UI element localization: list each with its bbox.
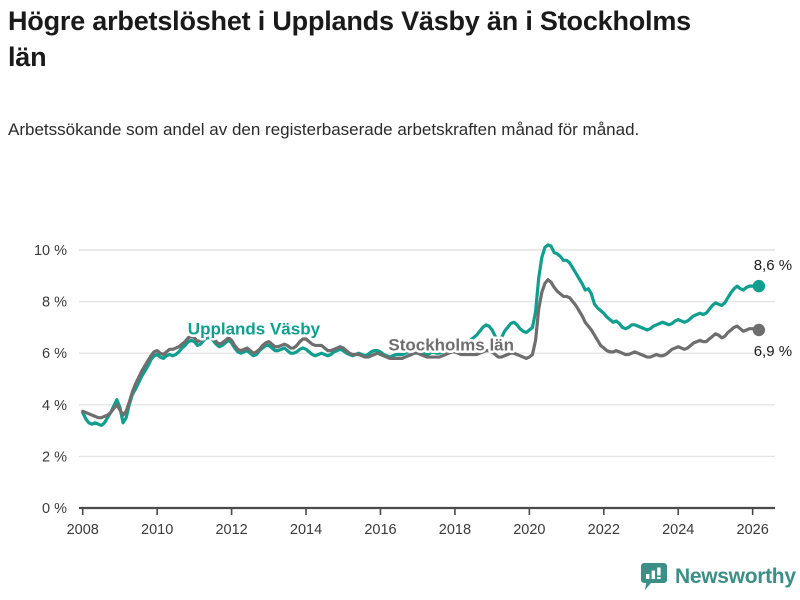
x-axis-tick-label: 2012 <box>215 522 247 537</box>
series-line-2 <box>81 278 761 420</box>
bar-chart-bubble-icon <box>641 563 667 591</box>
x-axis-tick-label: 2024 <box>662 522 694 537</box>
x-axis-tick-label: 2020 <box>513 522 545 537</box>
y-axis-tick-label: 10 % <box>34 243 67 259</box>
x-axis-tick-label: 2018 <box>439 522 471 537</box>
x-axis-tick-label: 2022 <box>588 522 620 537</box>
logo-wordmark: Newsworthy <box>675 565 796 588</box>
series-end-value-1: 8,6 % <box>754 257 792 274</box>
x-axis-tick-label: 2026 <box>737 522 769 537</box>
x-axis-tick-label: 2014 <box>290 522 322 537</box>
y-axis-tick-label: 0 % <box>42 501 67 517</box>
page-subtitle: Arbetssökande som andel av den registerb… <box>8 120 640 139</box>
series-label-halo-1: Upplands Väsby <box>188 320 321 339</box>
page-title: Högre arbetslöshet i Upplands Väsby än i… <box>8 6 691 72</box>
series-end-value-2: 6,9 % <box>754 343 792 360</box>
line-chart: 0 % 2 % 4 % 6 % 8 % 10 % 2008 2010 2012 2014 2016 2… <box>0 222 800 537</box>
x-axis-tick-label: 2008 <box>67 522 99 537</box>
series-label-halo-2: Stockholms län <box>388 336 514 355</box>
series-label-2: Stockholms län <box>388 336 514 355</box>
y-axis-tick-label: 2 % <box>42 449 67 465</box>
y-axis-tick-label: 6 % <box>42 346 67 362</box>
series-line-1 <box>81 243 761 428</box>
series-label-1: Upplands Väsby <box>188 320 321 339</box>
newsworthy-logo: Newsworthy <box>641 563 796 591</box>
series-end-dot-2 <box>752 323 766 337</box>
y-axis-tick-label: 8 % <box>42 295 67 311</box>
chart-svg: 0 % 2 % 4 % 6 % 8 % 10 % 2008 2010 2012 2014 2016 2… <box>34 243 792 537</box>
series-end-dot-1 <box>752 279 766 293</box>
x-axis-tick-label: 2010 <box>141 522 173 537</box>
y-axis-tick-label: 4 % <box>42 398 67 414</box>
x-axis-tick-label: 2016 <box>364 522 396 537</box>
